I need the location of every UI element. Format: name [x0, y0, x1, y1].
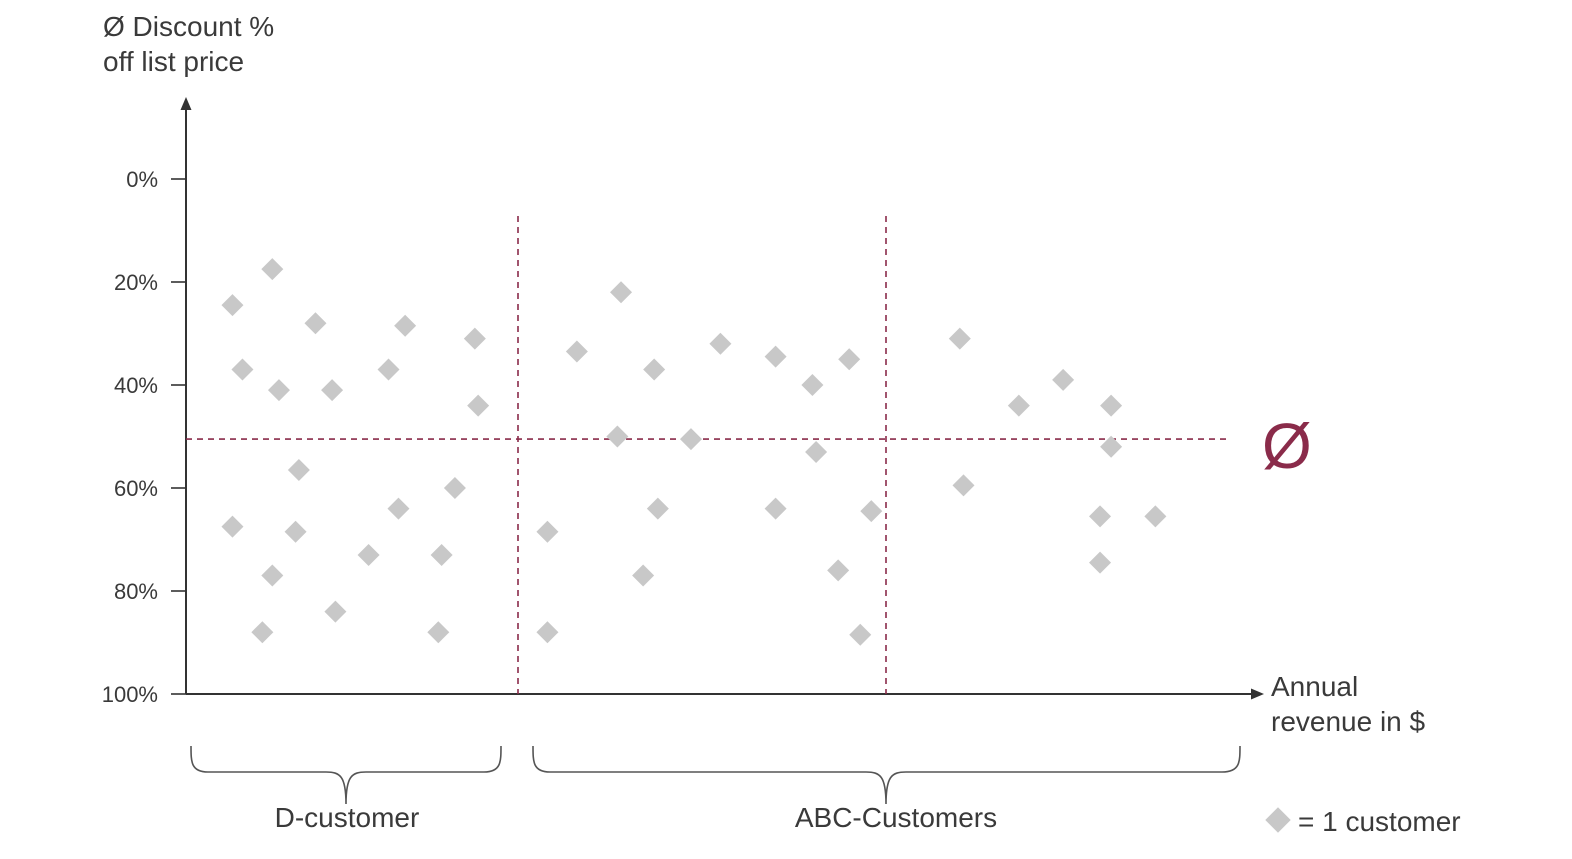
- data-point: [221, 294, 244, 317]
- y-tick-label: 0%: [126, 167, 158, 192]
- data-point: [261, 564, 284, 587]
- data-point: [849, 623, 872, 646]
- data-point: [805, 440, 828, 463]
- x-axis-arrow: [1251, 688, 1264, 700]
- data-point: [231, 358, 254, 381]
- data-point: [1052, 368, 1075, 391]
- data-point: [221, 515, 244, 538]
- data-point: [709, 332, 732, 355]
- data-point: [321, 379, 344, 402]
- segment-label-d-customer: D-customer: [275, 802, 420, 833]
- data-point: [324, 600, 347, 623]
- data-point: [948, 327, 971, 350]
- data-point: [284, 520, 307, 543]
- y-tick-label: 40%: [114, 373, 158, 398]
- data-point: [646, 497, 669, 520]
- legend-diamond-marker: [1265, 807, 1291, 833]
- data-point: [463, 327, 486, 350]
- x-axis-title-line-1: Annual: [1271, 671, 1358, 702]
- abc-customers-brace: [532, 745, 1241, 805]
- data-point: [860, 500, 883, 523]
- data-point: [1100, 435, 1123, 458]
- data-point: [287, 458, 310, 481]
- data-point: [610, 281, 633, 304]
- data-point: [801, 374, 824, 396]
- data-point: [467, 394, 490, 417]
- y-tick-label: 80%: [114, 579, 158, 604]
- data-point: [1007, 394, 1030, 417]
- data-point: [952, 474, 975, 497]
- data-points: [221, 258, 1167, 646]
- d-customer-brace: [190, 745, 502, 805]
- data-point: [679, 428, 702, 451]
- y-tick-label: 100%: [102, 682, 158, 707]
- data-point: [427, 621, 450, 644]
- data-point: [1089, 551, 1112, 574]
- data-point: [443, 477, 466, 499]
- data-point: [606, 425, 629, 448]
- average-symbol: Ø: [1262, 410, 1312, 482]
- data-point: [536, 520, 559, 543]
- x-axis-title-line-2: revenue in $: [1271, 706, 1426, 737]
- data-point: [838, 348, 861, 371]
- data-point: [632, 564, 655, 587]
- data-point: [1144, 505, 1167, 528]
- data-point: [357, 543, 380, 566]
- data-point: [1089, 505, 1112, 528]
- data-point: [267, 379, 290, 402]
- data-point: [251, 621, 274, 644]
- segment-label-abc-customers: ABC-Customers: [795, 802, 997, 833]
- data-point: [1100, 394, 1123, 417]
- data-point: [394, 314, 417, 337]
- legend-text: = 1 customer: [1298, 806, 1461, 837]
- data-point: [827, 559, 850, 582]
- data-point: [764, 497, 787, 520]
- y-axis-arrow: [180, 97, 192, 110]
- y-tick-label: 60%: [114, 476, 158, 501]
- y-axis-title-line-1: Ø Discount %: [103, 11, 274, 42]
- data-point: [764, 345, 787, 368]
- data-point: [430, 543, 453, 566]
- y-axis-title-line-2: off list price: [103, 46, 244, 77]
- y-ticks: 0% 20% 40% 60% 80% 100%: [102, 167, 186, 707]
- data-point: [536, 621, 559, 644]
- data-point: [387, 497, 410, 520]
- segment-dividers: [517, 216, 887, 694]
- y-tick-label: 20%: [114, 270, 158, 295]
- data-point: [304, 312, 327, 335]
- data-point: [377, 358, 400, 381]
- data-point: [643, 358, 666, 381]
- data-point: [261, 258, 284, 281]
- data-point: [565, 340, 588, 363]
